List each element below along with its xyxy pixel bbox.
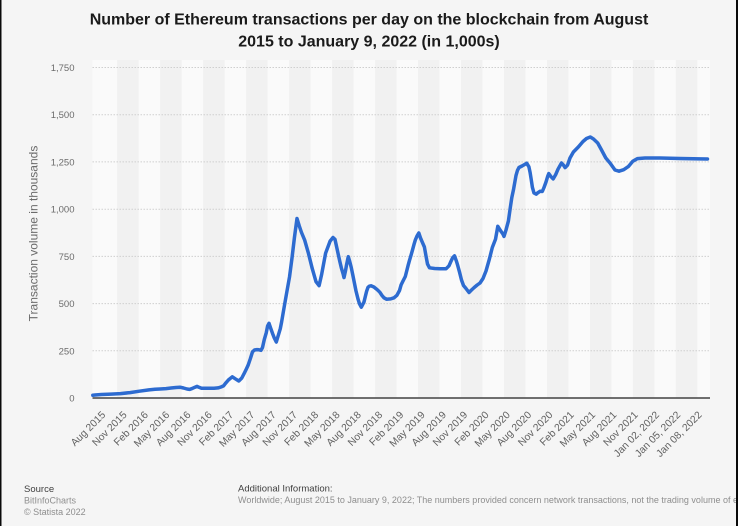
svg-text:Source: Source (24, 484, 54, 495)
svg-text:BitInfoCharts: BitInfoCharts (24, 496, 77, 506)
svg-text:2015 to January 9, 2022 (in 1,: 2015 to January 9, 2022 (in 1,000s) (238, 34, 499, 51)
svg-text:750: 750 (59, 252, 75, 263)
svg-text:250: 250 (59, 346, 75, 357)
svg-text:1,750: 1,750 (51, 63, 75, 74)
svg-text:© Statista 2022: © Statista 2022 (24, 507, 86, 517)
svg-text:Additional Information:: Additional Information: (238, 484, 333, 495)
svg-text:Worldwide; August 2015 to Janu: Worldwide; August 2015 to January 9, 202… (238, 495, 738, 505)
svg-text:1,250: 1,250 (51, 157, 75, 168)
svg-text:0: 0 (69, 394, 74, 405)
svg-text:1,500: 1,500 (51, 110, 75, 121)
svg-text:500: 500 (59, 299, 75, 310)
svg-text:Transaction volume in thousand: Transaction volume in thousands (27, 146, 41, 322)
svg-text:1,000: 1,000 (51, 205, 75, 216)
svg-text:Number of Ethereum transaction: Number of Ethereum transactions per day … (90, 12, 649, 29)
